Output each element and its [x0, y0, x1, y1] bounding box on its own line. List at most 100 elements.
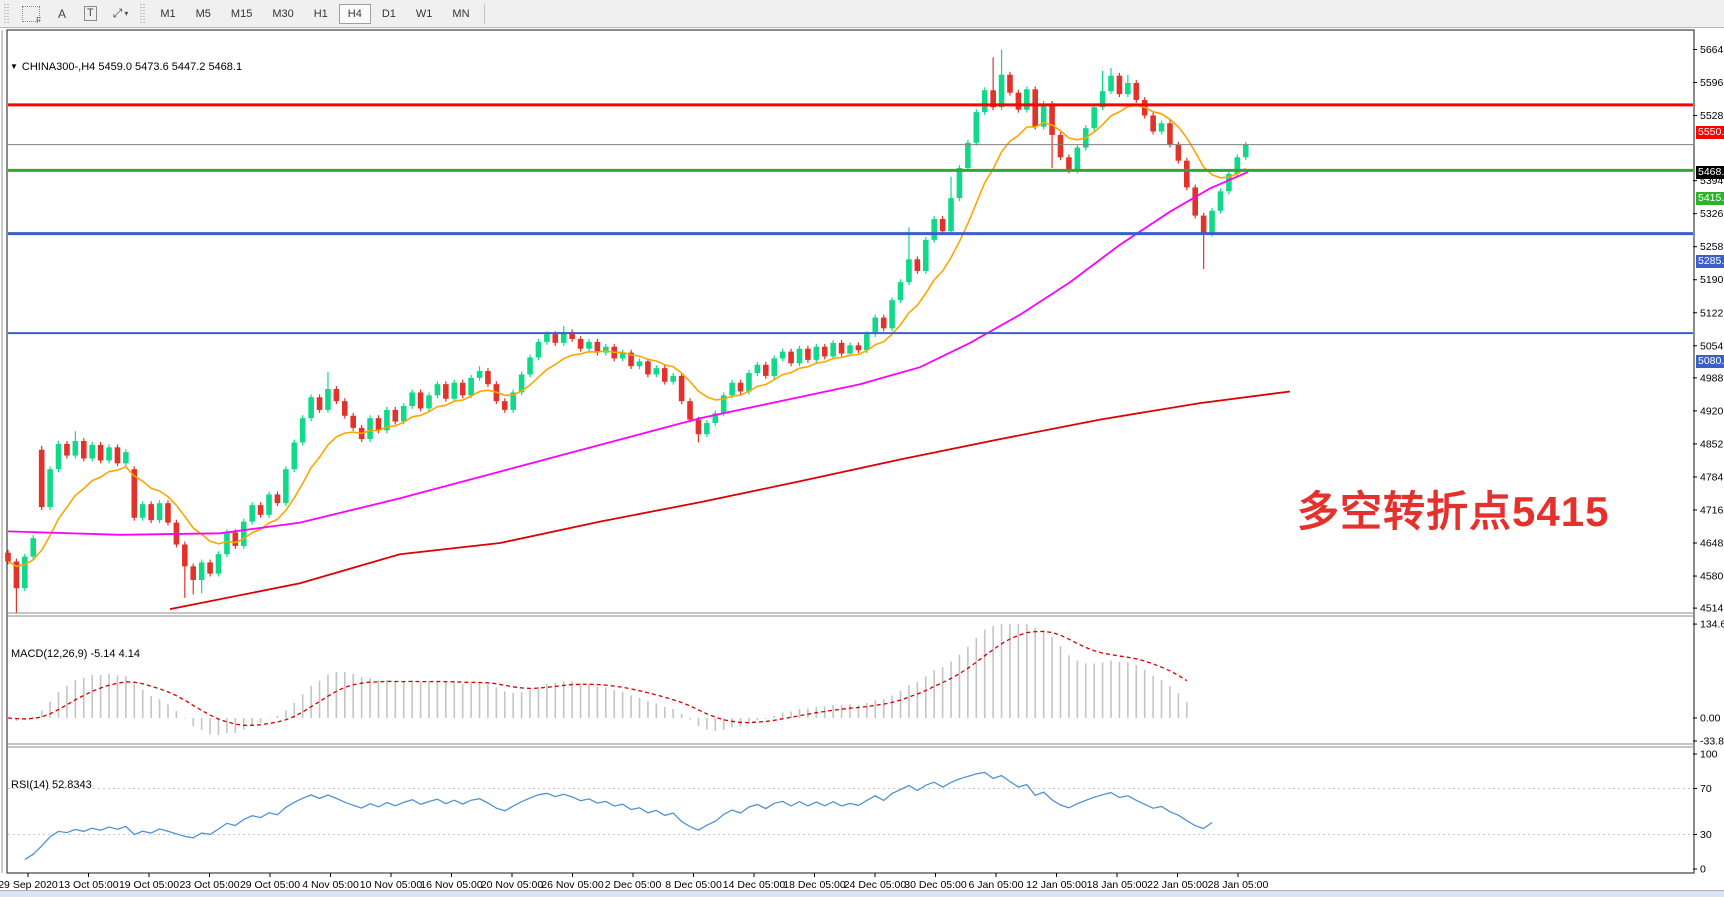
date-label: 29 Oct 05:00	[240, 879, 300, 891]
candles-group	[5, 49, 1249, 613]
candle-up	[367, 418, 373, 440]
candle-down	[207, 562, 213, 574]
candle-down	[990, 90, 996, 108]
candle-up	[754, 364, 761, 373]
candle-up	[847, 345, 853, 354]
candle-down	[628, 352, 634, 367]
candle-down	[148, 504, 154, 521]
date-label: 16 Nov 05:00	[420, 879, 483, 891]
ma-fast-line	[7, 104, 1247, 568]
tf-button-m1[interactable]: M1	[151, 4, 184, 24]
candle-up	[813, 346, 820, 360]
candle-down	[131, 469, 138, 518]
candle-up	[1091, 107, 1097, 129]
date-label: 6 Jan 05:00	[969, 879, 1024, 891]
rsi-panel	[8, 771, 1693, 860]
candle-up	[409, 392, 415, 407]
candle-up	[636, 361, 643, 367]
candle-down	[1007, 74, 1013, 93]
grid-f-button[interactable]: F	[15, 3, 47, 25]
candle-up	[670, 375, 676, 382]
candle-up	[1108, 75, 1114, 92]
candle-up	[291, 442, 298, 470]
arrows-tool-button[interactable]: ⤢ ▾	[106, 3, 136, 25]
candle-down	[274, 494, 281, 504]
candle-up	[771, 358, 778, 376]
ma-slow-line	[169, 390, 1291, 610]
rsi-line	[24, 771, 1213, 860]
toolbar-grip[interactable]	[3, 3, 11, 24]
candle-down	[417, 392, 424, 409]
candle-down	[257, 505, 264, 515]
axis-label: 4988.0	[1700, 372, 1724, 384]
axis-label: 134.62	[1700, 619, 1724, 631]
candle-up	[426, 395, 432, 409]
candle-up	[384, 409, 390, 431]
candle-up	[1209, 210, 1215, 234]
candle-up	[434, 384, 441, 396]
candle-up	[527, 357, 533, 375]
axis-label: 30	[1700, 829, 1712, 841]
candle-down	[5, 552, 11, 562]
textbox-tool-button[interactable]: T	[77, 3, 104, 25]
tf-button-m30[interactable]: M30	[263, 4, 302, 24]
candle-up	[1158, 123, 1165, 132]
tf-button-h1[interactable]: H1	[305, 4, 337, 24]
candle-down	[1184, 160, 1190, 188]
candle-up	[704, 423, 710, 435]
candle-up	[106, 447, 112, 461]
candle-up	[796, 348, 803, 364]
candle-up	[451, 382, 458, 399]
tf-button-d1[interactable]: D1	[373, 4, 405, 24]
axis-label: 4648.0	[1700, 538, 1724, 550]
candle-down	[114, 447, 121, 464]
macd-signal-line	[7, 630, 1188, 726]
date-label: 24 Dec 05:00	[844, 879, 907, 891]
toolbar-grip[interactable]	[139, 3, 148, 24]
axis-label: 5326.0	[1700, 208, 1724, 220]
candle-down	[350, 415, 357, 428]
axis-label: 5054.0	[1700, 340, 1724, 352]
tf-button-h4[interactable]: H4	[338, 3, 371, 24]
candle-up	[22, 556, 28, 589]
axis-label: 5258.0	[1700, 241, 1724, 253]
axis-label: 5596.0	[1700, 77, 1724, 89]
candle-down	[645, 361, 651, 375]
date-label: 19 Oct 05:00	[119, 879, 179, 891]
text-box-icon: T	[84, 6, 97, 21]
candle-up	[283, 469, 289, 504]
candle-down	[316, 397, 323, 410]
candle-up	[1040, 103, 1047, 127]
date-label: 28 Jan 05:00	[1208, 879, 1269, 891]
chart-annotation-text: 多空转折点5415	[1297, 488, 1610, 535]
candle-down	[190, 566, 197, 580]
candle-up	[325, 389, 331, 410]
toolbar-separator	[483, 3, 485, 24]
candle-up	[830, 342, 836, 357]
candle-down	[788, 351, 794, 364]
macd-panel	[7, 624, 1188, 736]
date-label: 8 Dec 05:00	[665, 879, 722, 891]
tf-button-mn[interactable]: MN	[443, 4, 478, 24]
chart-window: 5664.05596.05528.05394.05326.05258.05190…	[0, 28, 1724, 891]
tf-button-m5[interactable]: M5	[187, 4, 220, 24]
candle-down	[1192, 187, 1199, 216]
candle-up	[1125, 82, 1131, 95]
tf-button-w1[interactable]: W1	[407, 4, 442, 24]
date-label: 10 Nov 05:00	[360, 879, 423, 891]
symbol-dropdown-icon[interactable]: ▼	[10, 62, 18, 71]
chart-canvas[interactable]: 5664.05596.05528.05394.05326.05258.05190…	[0, 28, 1724, 897]
label-tool-button[interactable]: A	[49, 3, 75, 25]
candle-up	[468, 377, 474, 396]
axis-label: 4852.0	[1700, 438, 1724, 450]
date-label: 14 Dec 05:00	[723, 879, 786, 891]
candle-up	[400, 406, 407, 422]
candle-up	[89, 444, 95, 459]
toolbar: F A T ⤢ ▾ M1 M5 M15 M30 H1 H4 D1 W1 MN	[0, 0, 1724, 28]
date-axis: 29 Sep 2020 13 Oct 05:00 19 Oct 05:00 23 Oc…	[0, 873, 1269, 891]
tf-button-m15[interactable]: M15	[222, 4, 261, 24]
axis-label: 4580.0	[1700, 571, 1724, 583]
date-label: 4 Nov 05:00	[302, 879, 359, 891]
candle-down	[38, 449, 45, 508]
candle-up	[476, 371, 483, 378]
